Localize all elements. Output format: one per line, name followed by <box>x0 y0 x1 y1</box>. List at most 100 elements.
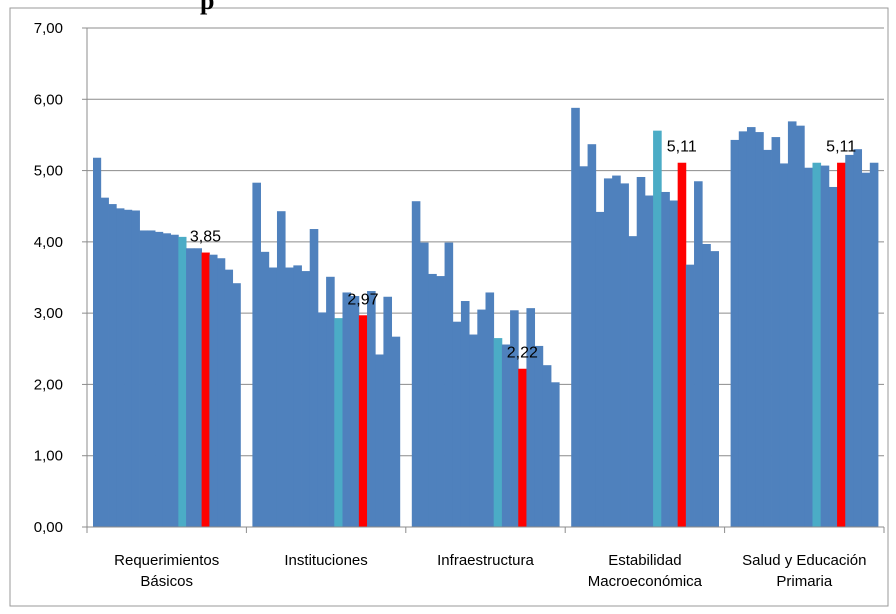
bar <box>828 186 838 527</box>
bar <box>317 312 327 527</box>
bar-highlight-teal <box>653 130 662 527</box>
bar-highlight-red <box>837 162 846 528</box>
bar <box>787 121 797 527</box>
bar-highlight-teal <box>812 162 822 528</box>
bar <box>350 296 360 527</box>
bar <box>551 382 560 527</box>
bar <box>383 296 393 527</box>
bar <box>217 258 226 527</box>
bar <box>738 131 748 528</box>
bar <box>193 248 203 527</box>
bar <box>224 269 234 527</box>
bar <box>571 107 580 527</box>
axes <box>82 27 885 533</box>
bar <box>669 200 679 527</box>
bar <box>469 334 478 527</box>
x-category-label: Estabilidad <box>608 552 681 569</box>
bar <box>444 242 454 527</box>
x-category-label: Instituciones <box>284 552 367 569</box>
bars <box>93 107 879 528</box>
bar <box>804 167 813 527</box>
bar <box>644 195 654 527</box>
x-category-label: Requerimientos <box>114 552 219 569</box>
bar <box>301 271 311 527</box>
bar <box>526 308 536 527</box>
y-tick-label: 4,00 <box>34 234 63 251</box>
y-tick-label: 2,00 <box>34 376 63 393</box>
y-tick-label: 7,00 <box>34 20 63 37</box>
bar <box>367 291 376 527</box>
bar <box>147 230 156 527</box>
bar <box>628 236 638 527</box>
bar <box>612 175 621 527</box>
bar <box>730 139 740 528</box>
chart-title: p <box>200 0 215 15</box>
bar <box>710 251 719 527</box>
bar <box>746 127 756 527</box>
bar <box>510 310 519 527</box>
x-category-label: Macroeconómica <box>588 573 703 590</box>
bar <box>820 165 830 527</box>
bar <box>685 264 695 527</box>
y-tick-label: 0,00 <box>34 519 63 536</box>
y-tick-label: 3,00 <box>34 305 63 322</box>
chart-border <box>9 7 889 607</box>
bar-highlight-teal <box>334 318 343 527</box>
bar-highlight-red <box>677 162 687 528</box>
data-label: 5,11 <box>667 139 697 156</box>
x-category-label: Básicos <box>140 573 193 590</box>
bar <box>209 254 218 527</box>
bar <box>93 157 102 528</box>
bar <box>595 211 605 528</box>
bar <box>661 191 670 527</box>
bar <box>534 345 544 527</box>
bar <box>603 178 613 527</box>
bar <box>452 321 462 527</box>
bar <box>579 166 588 528</box>
bar-highlight-red <box>201 252 210 528</box>
bar <box>186 248 195 527</box>
bar <box>436 276 445 527</box>
y-tick-label: 6,00 <box>34 91 63 108</box>
bar-highlight-red <box>518 368 527 527</box>
bar <box>477 309 486 527</box>
bar <box>636 176 646 528</box>
y-tick-label: 5,00 <box>34 163 63 180</box>
bar <box>326 276 335 527</box>
bar <box>139 230 148 527</box>
bar <box>162 233 171 528</box>
bar <box>252 182 261 527</box>
bar <box>694 181 703 527</box>
x-category-label: Primaria <box>776 573 832 590</box>
bar <box>170 234 179 528</box>
bar <box>501 344 511 527</box>
data-label: 5,11 <box>826 139 856 156</box>
bar <box>375 354 384 527</box>
bar <box>293 265 302 527</box>
data-label: 3,85 <box>190 229 221 246</box>
bar <box>542 365 552 527</box>
bar <box>419 242 429 527</box>
bar <box>116 208 125 527</box>
y-tick-label: 1,00 <box>34 448 63 465</box>
bar <box>268 267 278 527</box>
bar <box>620 183 629 527</box>
x-category-label: Infraestructura <box>437 552 534 569</box>
bar <box>763 149 772 527</box>
bar <box>755 132 764 527</box>
bar <box>485 292 495 527</box>
bar <box>276 211 286 527</box>
bar <box>796 125 805 527</box>
bar <box>124 209 133 527</box>
bar <box>108 204 117 527</box>
x-category-label: Salud y Educación <box>742 552 866 569</box>
bar <box>861 172 871 527</box>
bar <box>411 201 421 527</box>
bar <box>845 154 854 527</box>
data-label: 2,22 <box>507 345 538 362</box>
bar <box>232 283 241 527</box>
bar <box>853 149 863 527</box>
bar <box>869 162 879 528</box>
